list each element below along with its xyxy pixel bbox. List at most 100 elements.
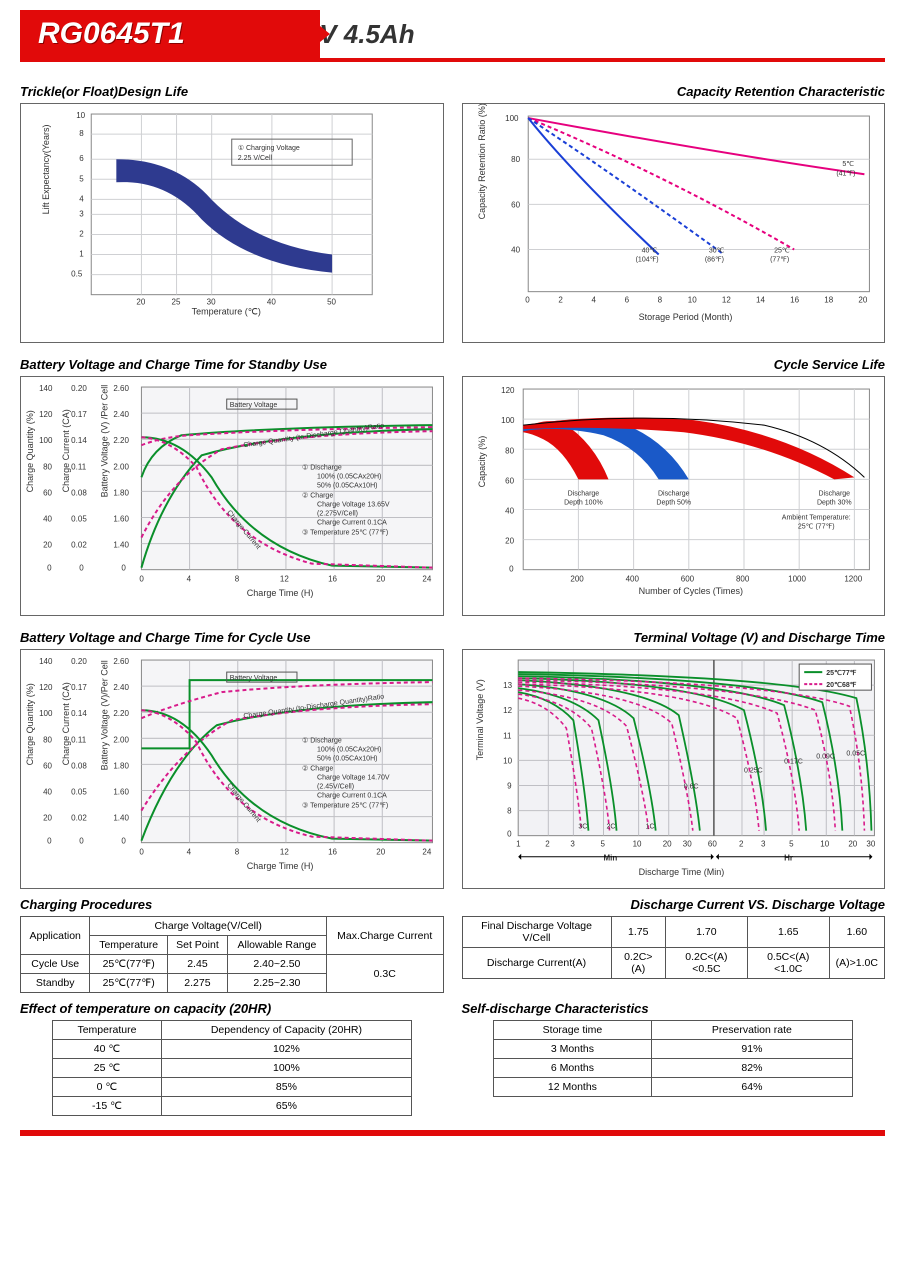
svg-text:60: 60	[43, 488, 52, 497]
svg-text:12: 12	[721, 296, 730, 305]
table4-title: Self-discharge Characteristics	[462, 1001, 886, 1016]
svg-text:2: 2	[79, 229, 84, 238]
svg-text:2.60: 2.60	[113, 384, 129, 393]
svg-text:② Charge: ② Charge	[302, 764, 333, 772]
svg-text:120: 120	[501, 386, 515, 395]
svg-text:100: 100	[505, 114, 519, 123]
svg-text:20: 20	[376, 848, 385, 857]
svg-text:1000: 1000	[788, 575, 806, 584]
svg-text:4: 4	[79, 194, 84, 203]
svg-text:60: 60	[511, 200, 520, 209]
svg-text:0.20: 0.20	[71, 657, 87, 666]
svg-text:0.17: 0.17	[71, 683, 87, 692]
svg-text:0.08: 0.08	[71, 488, 87, 497]
svg-text:400: 400	[625, 575, 639, 584]
svg-text:1: 1	[516, 840, 521, 849]
svg-text:① Discharge: ① Discharge	[302, 736, 342, 744]
svg-text:3C: 3C	[578, 824, 587, 831]
svg-text:800: 800	[735, 575, 749, 584]
svg-text:3: 3	[79, 209, 84, 218]
svg-text:140: 140	[39, 657, 53, 666]
svg-text:10: 10	[687, 296, 696, 305]
svg-text:Discharge: Discharge	[567, 490, 599, 497]
svg-text:0: 0	[47, 564, 52, 573]
svg-text:Storage Period (Month): Storage Period (Month)	[638, 312, 732, 322]
svg-text:12: 12	[503, 706, 512, 715]
svg-text:Battery Voltage (V)/Per Cell: Battery Voltage (V)/Per Cell	[99, 660, 109, 770]
svg-text:1: 1	[79, 250, 84, 259]
svg-text:0.08: 0.08	[71, 761, 87, 770]
svg-text:Charge Current 0.1CA: Charge Current 0.1CA	[317, 520, 387, 527]
svg-text:60: 60	[505, 476, 514, 485]
svg-text:0: 0	[525, 296, 530, 305]
svg-text:2.00: 2.00	[113, 735, 129, 744]
svg-text:30: 30	[682, 840, 691, 849]
svg-text:16: 16	[328, 848, 337, 857]
svg-text:8: 8	[235, 848, 240, 857]
svg-text:③ Temperature 25℃ (77℉): ③ Temperature 25℃ (77℉)	[302, 529, 388, 537]
svg-text:0.14: 0.14	[71, 709, 87, 718]
svg-text:30: 30	[866, 840, 875, 849]
table2-title: Discharge Current VS. Discharge Voltage	[462, 897, 886, 912]
svg-text:100: 100	[39, 436, 53, 445]
svg-text:25℃77℉: 25℃77℉	[826, 669, 856, 677]
chart2-title: Capacity Retention Characteristic	[462, 84, 886, 99]
svg-text:600: 600	[680, 575, 694, 584]
svg-text:24: 24	[422, 848, 431, 857]
svg-text:1.40: 1.40	[113, 814, 129, 823]
col-max-current: Max.Charge Current	[326, 917, 443, 955]
panel-standby-charge: Battery Voltage and Charge Time for Stan…	[20, 355, 444, 616]
svg-text:8: 8	[657, 296, 662, 305]
chart5-title: Battery Voltage and Charge Time for Cycl…	[20, 630, 444, 645]
svg-text:5: 5	[600, 840, 605, 849]
panel-trickle-life: Trickle(or Float)Design Life ① Charging …	[20, 82, 444, 343]
svg-text:0: 0	[509, 565, 514, 574]
svg-text:2.25 V/Cell: 2.25 V/Cell	[238, 155, 273, 162]
svg-text:Capacity (%): Capacity (%)	[477, 436, 487, 488]
svg-text:(86℉): (86℉)	[704, 257, 723, 264]
panel-cycle-charge: Battery Voltage and Charge Time for Cycl…	[20, 628, 444, 889]
svg-text:Discharge Time (Min): Discharge Time (Min)	[638, 867, 724, 877]
svg-text:0: 0	[121, 564, 126, 573]
svg-text:Charge Quantity (%): Charge Quantity (%)	[25, 683, 35, 765]
svg-text:2.00: 2.00	[113, 462, 129, 471]
svg-text:20: 20	[858, 296, 867, 305]
svg-text:10: 10	[503, 756, 512, 765]
svg-text:0.09C: 0.09C	[816, 753, 835, 760]
svg-text:1.40: 1.40	[113, 541, 129, 550]
svg-text:4: 4	[187, 848, 192, 857]
svg-text:Battery Voltage (V) /Per Cell: Battery Voltage (V) /Per Cell	[99, 385, 109, 498]
svg-text:1.80: 1.80	[113, 488, 129, 497]
svg-text:0.02: 0.02	[71, 541, 87, 550]
svg-text:24: 24	[422, 575, 431, 584]
svg-text:Number of Cycles (Times): Number of Cycles (Times)	[638, 586, 742, 596]
svg-text:20: 20	[43, 541, 52, 550]
table-discharge-voltage: Discharge Current VS. Discharge Voltage …	[462, 895, 886, 993]
svg-text:6: 6	[624, 296, 629, 305]
svg-text:20: 20	[662, 840, 671, 849]
svg-text:Charge Current (CA): Charge Current (CA)	[61, 682, 71, 765]
svg-text:① Charging Voltage: ① Charging Voltage	[238, 144, 300, 152]
svg-text:Charge Voltage 14.70V: Charge Voltage 14.70V	[317, 774, 390, 781]
table3-title: Effect of temperature on capacity (20HR)	[20, 1001, 444, 1016]
table-charging-procedures: Charging Procedures ApplicationCharge Vo…	[20, 895, 444, 993]
chart6-title: Terminal Voltage (V) and Discharge Time	[462, 630, 886, 645]
svg-text:② Charge: ② Charge	[302, 491, 333, 499]
svg-text:Battery Voltage: Battery Voltage	[230, 402, 278, 409]
svg-text:4: 4	[591, 296, 596, 305]
svg-text:2: 2	[738, 840, 743, 849]
svg-text:(77℉): (77℉)	[770, 257, 789, 264]
svg-text:10: 10	[76, 111, 85, 120]
svg-text:Depth 50%: Depth 50%	[656, 499, 691, 506]
svg-text:0.05: 0.05	[71, 515, 87, 524]
panel-cycle-life: Cycle Service Life DischargeDepth 100% D…	[462, 355, 886, 616]
svg-text:Temperature (℃): Temperature (℃)	[192, 307, 261, 317]
svg-text:Depth 30%: Depth 30%	[816, 499, 851, 506]
svg-text:Ambient Temperature:: Ambient Temperature:	[781, 515, 850, 522]
svg-text:2C: 2C	[606, 824, 615, 831]
svg-text:200: 200	[570, 575, 584, 584]
svg-text:8: 8	[235, 575, 240, 584]
svg-text:80: 80	[505, 446, 514, 455]
svg-text:(104℉): (104℉)	[635, 257, 658, 264]
panel-terminal-voltage: Terminal Voltage (V) and Discharge Time …	[462, 628, 886, 889]
